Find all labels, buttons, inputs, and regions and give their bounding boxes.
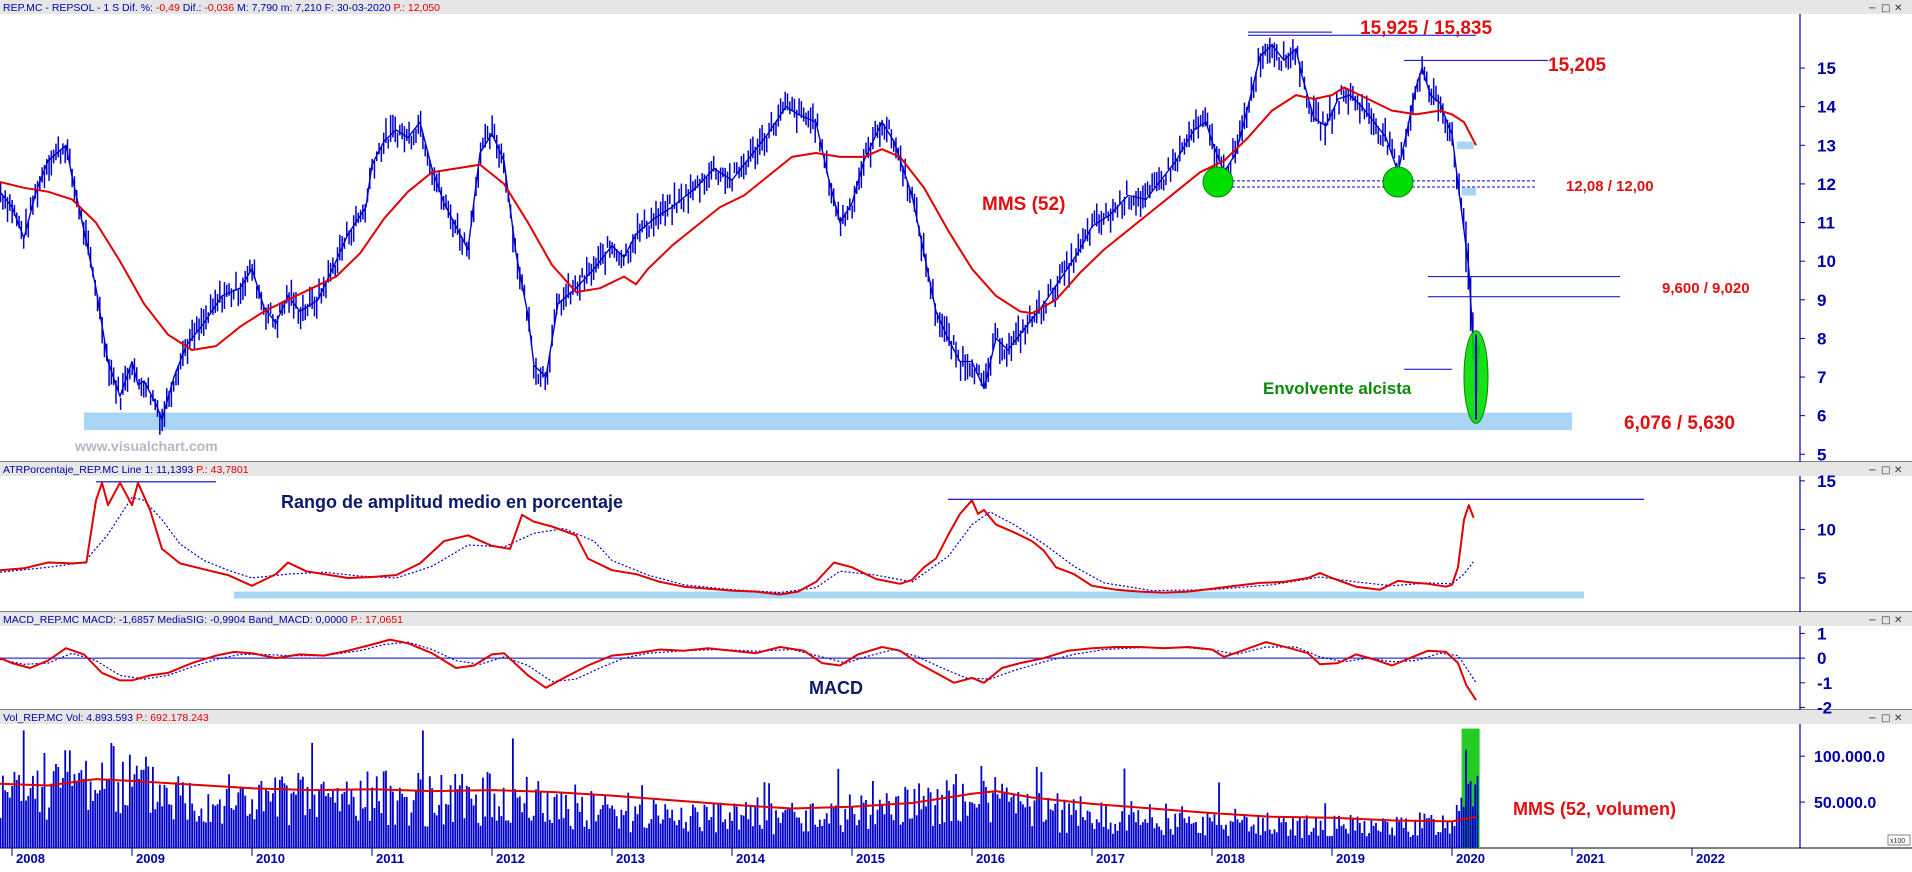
y-tick-label: 8 — [1817, 329, 1826, 348]
macd-signal-line — [0, 641, 1477, 683]
shoulder-circle-left — [1202, 166, 1234, 198]
header-segment: ATRPorcentaje_REP.MC Line 1: 11,1393 — [3, 464, 196, 476]
y-tick-label: 6 — [1817, 407, 1826, 426]
x-tick-label: 2013 — [616, 851, 645, 866]
header-segment: Vol_REP.MC Vol: 4.893.593 — [3, 712, 136, 724]
window-button-maximize[interactable]: □ — [1881, 465, 1890, 476]
header-segment: MACD_REP.MC MACD: -1,6857 MediaSIG: -0,9… — [3, 614, 351, 626]
panel-header-bg-macd — [0, 612, 1912, 626]
macd-line — [0, 638, 1477, 701]
gap-marker-lower — [1461, 187, 1476, 196]
y-tick-label: 12 — [1817, 175, 1836, 194]
price-bars — [0, 37, 1479, 435]
volume-sma52-line — [0, 778, 1477, 823]
window-button-maximize[interactable]: □ — [1881, 615, 1890, 626]
window-button-close[interactable]: ✕ — [1894, 465, 1902, 476]
panel-header-bg-price — [0, 0, 1912, 14]
y-tick-label: 1 — [1817, 624, 1826, 643]
x-tick-label: 2018 — [1216, 851, 1245, 866]
header-segment: -0,036 — [204, 2, 234, 14]
y-tick-label: 5 — [1817, 445, 1826, 464]
panel-header-price: REP.MC - REPSOL - 1 S Dif. %: -0,49 Dif.… — [3, 2, 440, 14]
y-tick-label: 10 — [1817, 520, 1836, 539]
header-segment: P.: 12,050 — [393, 2, 440, 14]
x-tick-label: 2016 — [976, 851, 1005, 866]
header-segment: P.: 692.178.243 — [136, 712, 209, 724]
y-tick-label: -2 — [1817, 699, 1832, 718]
atr-support-band — [234, 591, 1584, 599]
x-tick-label: 2015 — [856, 851, 885, 866]
header-segment: REP.MC - REPSOL - 1 S Dif. %: — [3, 2, 156, 14]
y-tick-label: 13 — [1817, 136, 1836, 155]
x-tick-label: 2022 — [1696, 851, 1725, 866]
header-segment: M: 7,790 m: 7,210 F: 30-03-2020 — [234, 2, 393, 14]
label-engulfing: Envolvente alcista — [1263, 379, 1412, 398]
label-neckline: 12,08 / 12,00 — [1566, 178, 1654, 195]
x-tick-label: 2008 — [16, 851, 45, 866]
window-button-close[interactable]: ✕ — [1894, 3, 1902, 14]
label-volume-sma: MMS (52, volumen) — [1513, 799, 1676, 819]
label-bottom-support: 6,076 / 5,630 — [1624, 413, 1735, 434]
x-tick-label: 2014 — [736, 851, 766, 866]
label-mid-support: 9,600 / 9,020 — [1662, 280, 1750, 297]
panel-header-atr: ATRPorcentaje_REP.MC Line 1: 11,1393 P.:… — [3, 464, 249, 476]
label-sma52: MMS (52) — [982, 194, 1065, 215]
window-button-minimize[interactable]: − — [1868, 465, 1876, 476]
panel-header-macd: MACD_REP.MC MACD: -1,6857 MediaSIG: -0,9… — [3, 614, 403, 626]
window-button-minimize[interactable]: − — [1868, 713, 1876, 724]
y-tick-label: -1 — [1817, 674, 1832, 693]
atr-smooth-line — [0, 496, 1475, 594]
window-button-maximize[interactable]: □ — [1881, 713, 1890, 724]
volume-bars — [0, 730, 1479, 848]
label-resistance-15205: 15,205 — [1548, 55, 1607, 76]
y-tick-label: 14 — [1817, 98, 1836, 117]
x-tick-label: 2019 — [1336, 851, 1365, 866]
y-tick-label: 7 — [1817, 368, 1826, 387]
panel-header-bg-volume — [0, 710, 1912, 724]
window-button-minimize[interactable]: − — [1868, 615, 1876, 626]
label-top-resistance: 15,925 / 15,835 — [1360, 18, 1492, 39]
watermark: www.visualchart.com — [74, 438, 218, 454]
y-tick-label: 9 — [1817, 291, 1826, 310]
x-tick-label: 2017 — [1096, 851, 1125, 866]
x-tick-label: 2009 — [136, 851, 165, 866]
support-band — [84, 412, 1572, 430]
header-segment: P.: 43,7801 — [196, 464, 249, 476]
x-tick-label: 2020 — [1456, 851, 1485, 866]
header-segment: -0,49 — [156, 2, 180, 14]
scale-badge — [1887, 834, 1911, 846]
y-tick-label: 100.000.0 — [1814, 749, 1885, 766]
gap-marker-upper — [1456, 141, 1474, 150]
scale-badge-label: x100 — [1890, 838, 1905, 845]
x-tick-label: 2011 — [376, 851, 404, 866]
header-segment: P.: 17,0651 — [351, 614, 404, 626]
window-button-close[interactable]: ✕ — [1894, 615, 1902, 626]
x-tick-label: 2012 — [496, 851, 525, 866]
atr-line — [0, 481, 1475, 596]
price-line — [0, 44, 1481, 421]
window-button-maximize[interactable]: □ — [1881, 3, 1890, 14]
label-atr-title: Rango de amplitud medio en porcentaje — [281, 492, 623, 512]
y-tick-label: 5 — [1817, 569, 1826, 588]
panel-header-bg-atr — [0, 462, 1912, 476]
label-macd-title: MACD — [809, 678, 863, 698]
y-tick-label: 11 — [1817, 214, 1835, 233]
y-tick-label: 0 — [1817, 649, 1826, 668]
window-button-close[interactable]: ✕ — [1894, 713, 1902, 724]
y-tick-label: 50.000.0 — [1814, 795, 1876, 812]
x-tick-label: 2010 — [256, 851, 285, 866]
panel-header-volume: Vol_REP.MC Vol: 4.893.593 P.: 692.178.24… — [3, 712, 209, 724]
sma52-line — [0, 86, 1477, 351]
y-tick-label: 15 — [1817, 59, 1836, 78]
y-tick-label: 15 — [1817, 472, 1836, 491]
x-tick-label: 2021 — [1576, 851, 1605, 866]
window-button-minimize[interactable]: − — [1868, 3, 1876, 14]
header-segment: Dif.: — [180, 2, 205, 14]
shoulder-circle-right — [1382, 166, 1414, 198]
y-tick-label: 10 — [1817, 252, 1836, 271]
